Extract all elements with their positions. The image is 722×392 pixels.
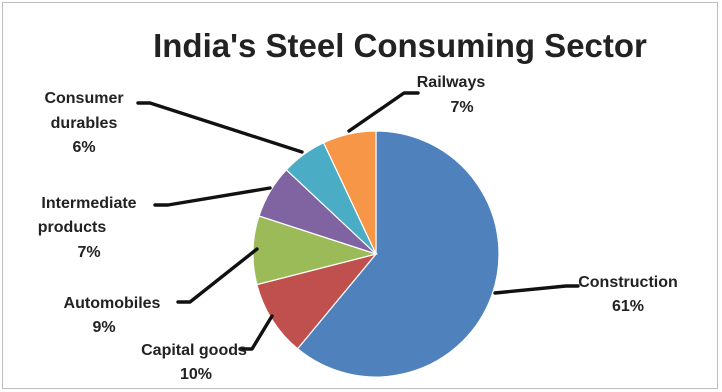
leader-line-consumer-durables	[136, 101, 304, 154]
leader-line-construction	[493, 284, 580, 295]
slice-category-label-consumer-durables: durables	[51, 115, 118, 132]
pie-slices	[252, 130, 500, 378]
slice-value-label-railways: 7%	[450, 99, 473, 116]
slice-category-label-consumer-durables: Consumer	[44, 90, 123, 107]
slice-category-label-construction: Construction	[578, 274, 678, 291]
slice-value-label-automobiles: 9%	[92, 319, 115, 336]
slice-value-label-capital-goods: 10%	[180, 366, 212, 383]
leader-lines	[136, 91, 580, 351]
pie-slice-railways	[322, 130, 377, 255]
pie-slice-construction	[296, 130, 500, 378]
leader-line-railways	[347, 91, 420, 133]
slice-labels: Construction 61% Capital goods 10% Automobil…	[38, 74, 678, 383]
slice-category-label-intermediate-products: Intermediate	[41, 195, 136, 212]
leader-line-intermediate-products	[153, 186, 272, 207]
slice-category-label-intermediate-products: products	[38, 219, 107, 236]
pie-slice-capital-goods	[256, 252, 378, 350]
slice-category-label-capital-goods: Capital goods	[141, 342, 247, 359]
leader-line-capital-goods	[238, 314, 274, 351]
slice-value-label-construction: 61%	[612, 298, 644, 315]
slice-category-label-railways: Railways	[417, 74, 486, 91]
chart-title: India's Steel Consuming Sector	[153, 27, 647, 64]
leader-line-automobiles	[176, 247, 259, 304]
slice-value-label-intermediate-products: 7%	[77, 244, 100, 261]
slice-value-label-consumer-durables: 6%	[72, 139, 95, 156]
slice-category-label-automobiles: Automobiles	[64, 295, 161, 312]
